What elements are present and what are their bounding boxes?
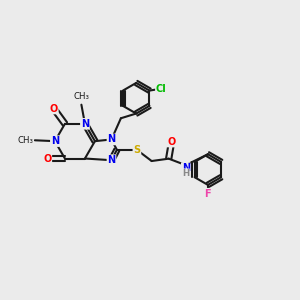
Text: S: S	[133, 145, 140, 155]
Text: N: N	[51, 136, 59, 146]
Text: N: N	[81, 119, 89, 129]
Text: O: O	[167, 136, 176, 147]
Text: O: O	[50, 103, 58, 113]
Text: N: N	[107, 134, 116, 144]
Text: N: N	[107, 155, 116, 165]
Text: H: H	[182, 169, 189, 178]
Text: Cl: Cl	[156, 84, 166, 94]
Text: CH₃: CH₃	[74, 92, 89, 101]
Text: F: F	[205, 189, 211, 199]
Text: CH₃: CH₃	[17, 136, 33, 145]
Text: O: O	[43, 154, 51, 164]
Text: N: N	[182, 163, 190, 173]
